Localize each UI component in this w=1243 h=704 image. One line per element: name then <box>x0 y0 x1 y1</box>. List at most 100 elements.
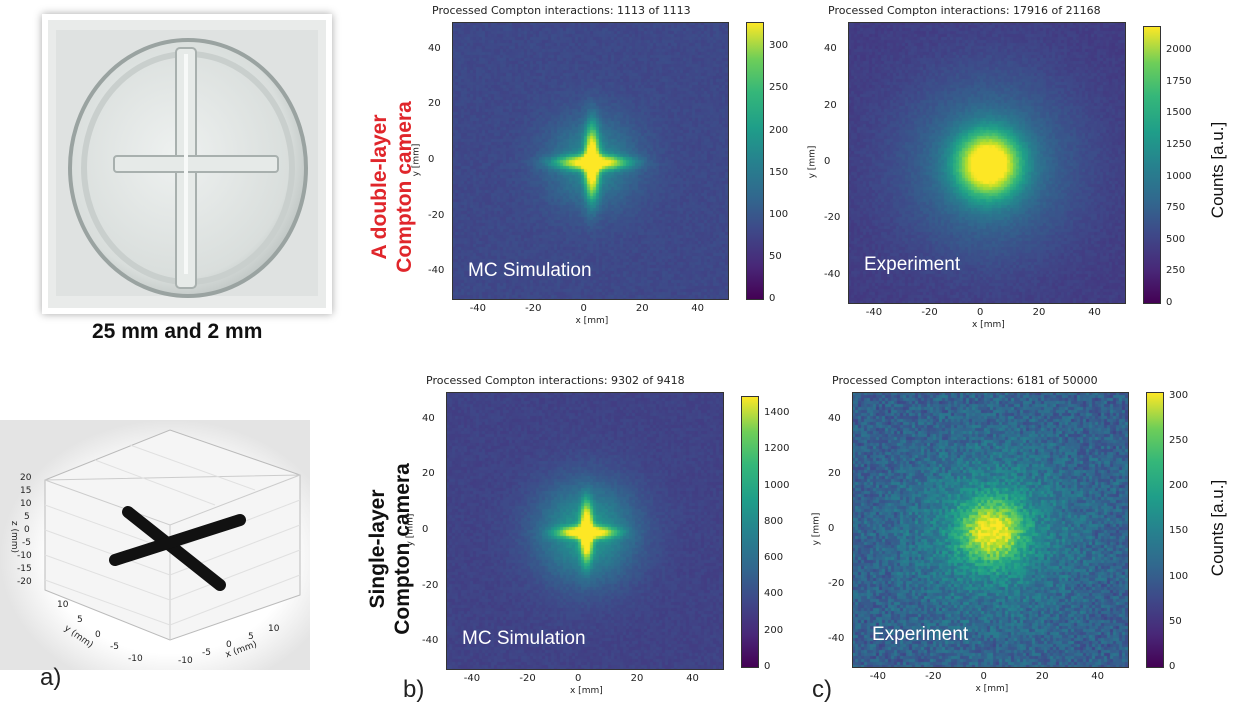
plot-frame <box>446 392 724 670</box>
row-label-double-layer: A double-layer Compton camera <box>367 77 417 297</box>
colorbar-tick-label: 1750 <box>1166 75 1192 87</box>
z-tick: 20 <box>20 473 32 483</box>
y-tick-label: -20 <box>428 209 445 221</box>
row-label-line: Compton camera <box>391 463 414 635</box>
y-tick-label: 20 <box>828 467 841 479</box>
colorbar-tick-label: 1500 <box>1166 107 1192 119</box>
colorbar-tick-label: 100 <box>769 208 789 220</box>
colorbar-tick-label: 50 <box>1169 615 1182 627</box>
panel-overlay-label: MC Simulation <box>468 260 592 281</box>
z-tick: 5 <box>24 512 30 522</box>
panel-overlay-label: Experiment <box>864 254 961 275</box>
x-axis-label: x [mm] <box>975 684 1009 694</box>
y-tick-label: 40 <box>824 43 837 55</box>
z-tick: -10 <box>17 551 32 561</box>
z-tick: -15 <box>17 564 32 574</box>
colorbar-tick-label: 0 <box>769 293 776 304</box>
y-tick-label: 0 <box>828 523 835 534</box>
y-tick-label: 0 <box>428 154 435 165</box>
y-axis-label: y [mm] <box>807 145 818 179</box>
colorbar-tick-label: 800 <box>764 515 784 527</box>
plot-title: Processed Compton interactions: 6181 of … <box>832 374 1098 387</box>
colorbar-tick-label: 300 <box>1169 389 1189 401</box>
x-tick-label: 0 <box>575 673 582 684</box>
colorbar-tick-label: 250 <box>1169 434 1189 446</box>
x-tick-label: 40 <box>686 673 699 684</box>
phantom-3d-plot: z (mm) 20 15 10 5 0 -5 -10 -15 -20 y (mm… <box>0 420 310 670</box>
x-tick-label: 0 <box>580 303 587 314</box>
colorbar-tick-label: 2000 <box>1166 44 1192 56</box>
panel-overlay-label: MC Simulation <box>462 628 586 649</box>
colorbar-tick-label: 400 <box>764 588 784 600</box>
x-tick-3d: -5 <box>202 648 211 658</box>
colorbar-tick-label: 250 <box>1166 265 1186 277</box>
y-tick-label: -40 <box>828 633 845 645</box>
x-tick-label: -20 <box>925 671 942 682</box>
row-label-line: Single-layer <box>366 489 389 609</box>
colorbar <box>746 22 764 300</box>
colorbar-tick-label: 1000 <box>1166 170 1192 182</box>
y-tick-label: -20 <box>824 212 841 224</box>
y-tick-label: -40 <box>428 265 445 277</box>
colorbar-tick-label: 200 <box>764 624 784 636</box>
panel-overlay-label: Experiment <box>872 624 969 645</box>
colorbar <box>1143 26 1161 304</box>
y-tick-label: 0 <box>422 524 429 535</box>
colorbar-tick-label: 0 <box>1169 661 1176 672</box>
panel-letter-c: c) <box>812 676 832 703</box>
colorbar-tick-label: 300 <box>769 40 789 52</box>
x-axis-label: x [mm] <box>570 686 603 696</box>
phantom-disk-image <box>48 20 326 308</box>
colorbar-tick-label: 0 <box>1166 297 1173 308</box>
heatmap-image <box>452 22 729 300</box>
x-tick-label: 0 <box>977 307 984 318</box>
x-tick-label: 40 <box>691 303 705 314</box>
y-axis-label: y [mm] <box>811 512 822 546</box>
x-tick-label: -40 <box>865 307 883 318</box>
x-tick-3d: 0 <box>226 640 232 650</box>
z-axis-label: z (mm) <box>9 520 20 554</box>
z-tick: -20 <box>17 577 32 587</box>
x-tick-label: -20 <box>525 303 542 314</box>
colorbar-tick-label: 1200 <box>764 443 790 455</box>
plot-frame <box>848 22 1126 304</box>
z-tick: 10 <box>20 499 32 509</box>
y-tick-label: -20 <box>422 579 439 591</box>
y-tick-label: 40 <box>828 412 841 424</box>
y-tick-3d: 5 <box>77 615 83 625</box>
z-tick: 0 <box>24 525 30 535</box>
y-tick-3d: -5 <box>110 642 119 652</box>
x-tick-label: 20 <box>1032 307 1046 318</box>
y-tick-label: -20 <box>828 578 845 590</box>
colorbar-tick-label: 1250 <box>1166 139 1192 151</box>
x-axis-label: x [mm] <box>972 320 1005 330</box>
y-tick-label: 20 <box>824 99 837 111</box>
x-tick-label: 20 <box>630 673 644 684</box>
colorbar-tick-label: 150 <box>1169 525 1189 537</box>
colorbar-tick-label: 1000 <box>764 479 790 491</box>
phantom-caption: 25 mm and 2 mm <box>92 320 263 343</box>
heatmap-image <box>852 392 1129 668</box>
phantom-photo <box>42 14 332 314</box>
x-tick-3d: 5 <box>248 632 254 642</box>
colorbar-tick-label: 750 <box>1166 202 1186 214</box>
colorbar-tick-label: 200 <box>1169 480 1189 492</box>
row-label-single-layer: Single-layer Compton camera <box>365 429 415 669</box>
x-tick-label: -40 <box>869 671 887 682</box>
y-tick-label: 0 <box>824 156 831 167</box>
z-tick: -5 <box>22 538 31 548</box>
x-tick-label: 0 <box>980 671 987 682</box>
x-tick-label: -40 <box>469 303 487 314</box>
y-axis-label: y [mm] <box>405 513 416 547</box>
plot-frame <box>852 392 1129 668</box>
colorbar-tick-label: 150 <box>769 166 789 178</box>
panel-letter-a: a) <box>40 664 62 691</box>
y-tick-3d: 10 <box>57 600 69 610</box>
y-tick-label: 40 <box>422 412 435 424</box>
colorbar-tick-label: 250 <box>769 82 789 94</box>
colorbar-label-bottom: Counts [a.u.] <box>1208 479 1228 577</box>
colorbar-label-top: Counts [a.u.] <box>1208 121 1228 219</box>
x-tick-label: 40 <box>1091 671 1105 682</box>
colorbar-tick-label: 500 <box>1166 233 1186 245</box>
y-tick-3d: -10 <box>128 654 143 664</box>
